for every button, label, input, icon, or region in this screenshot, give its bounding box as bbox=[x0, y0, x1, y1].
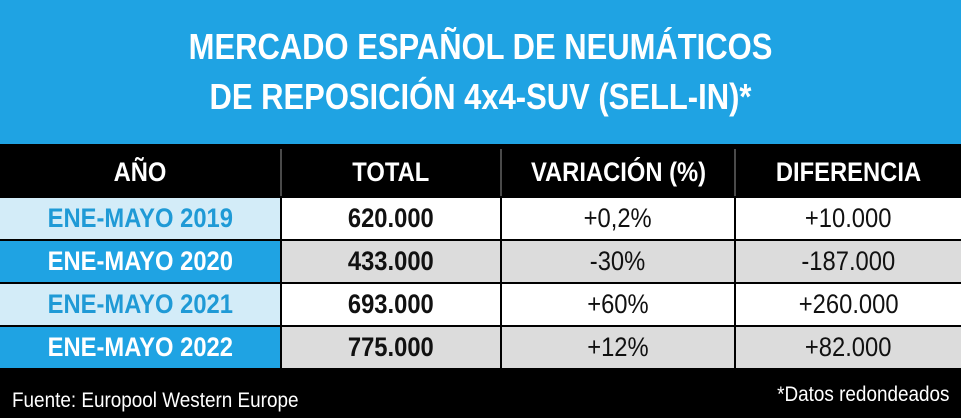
difference-cell: +82.000 bbox=[736, 325, 961, 368]
column-header-year: AÑO bbox=[0, 149, 282, 196]
table-row: ENE-MAYO 2022 775.000 +12% +82.000 bbox=[0, 325, 961, 368]
title-line-1: MERCADO ESPAÑOL DE NEUMÁTICOS bbox=[188, 26, 773, 67]
footer-bar: Fuente: Europool Western Europe *Datos r… bbox=[0, 373, 961, 418]
year-cell: ENE-MAYO 2019 bbox=[0, 196, 282, 239]
title-line-2: DE REPOSICIÓN 4x4-SUV (SELL-IN)* bbox=[209, 76, 752, 117]
table-row: ENE-MAYO 2021 693.000 +60% +260.000 bbox=[0, 282, 961, 325]
total-cell: 620.000 bbox=[282, 196, 502, 239]
variation-cell: +60% bbox=[502, 282, 736, 325]
difference-cell: -187.000 bbox=[736, 239, 961, 282]
variation-cell: +0,2% bbox=[502, 196, 736, 239]
variation-cell: +12% bbox=[502, 325, 736, 368]
total-cell: 775.000 bbox=[282, 325, 502, 368]
column-header-total: TOTAL bbox=[282, 149, 502, 196]
year-cell: ENE-MAYO 2020 bbox=[0, 239, 282, 282]
table-row: ENE-MAYO 2020 433.000 -30% -187.000 bbox=[0, 239, 961, 282]
total-cell: 433.000 bbox=[282, 239, 502, 282]
total-cell: 693.000 bbox=[282, 282, 502, 325]
title-banner: MERCADO ESPAÑOL DE NEUMÁTICOS DE REPOSIC… bbox=[0, 0, 961, 144]
source-text: Fuente: Europool Western Europe bbox=[12, 389, 299, 412]
year-cell: ENE-MAYO 2021 bbox=[0, 282, 282, 325]
difference-cell: +10.000 bbox=[736, 196, 961, 239]
difference-cell: +260.000 bbox=[736, 282, 961, 325]
rounding-note: *Datos redondeados bbox=[776, 383, 949, 406]
market-table: AÑO TOTAL VARIACIÓN (%) DIFERENCIA ENE-M… bbox=[0, 149, 961, 368]
table-header-row: AÑO TOTAL VARIACIÓN (%) DIFERENCIA bbox=[0, 149, 961, 196]
column-header-difference: DIFERENCIA bbox=[736, 149, 961, 196]
variation-cell: -30% bbox=[502, 239, 736, 282]
year-cell: ENE-MAYO 2022 bbox=[0, 325, 282, 368]
column-header-variation: VARIACIÓN (%) bbox=[502, 149, 736, 196]
table-row: ENE-MAYO 2019 620.000 +0,2% +10.000 bbox=[0, 196, 961, 239]
